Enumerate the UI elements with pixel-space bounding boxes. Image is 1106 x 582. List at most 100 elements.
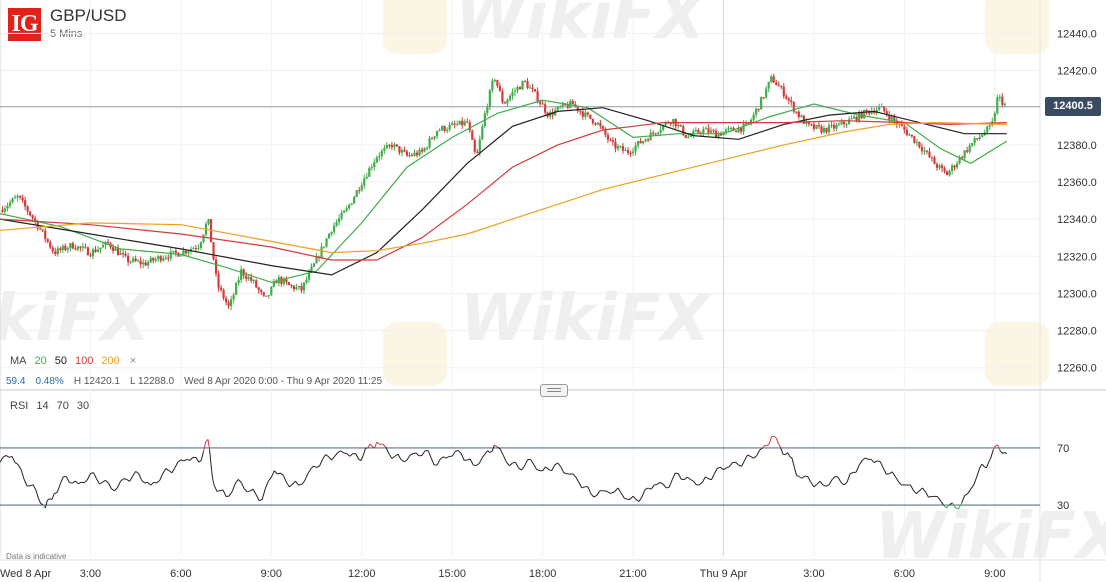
rsi-line-segment <box>494 444 498 448</box>
candle-body <box>292 285 296 290</box>
ma-50-label[interactable]: 50 <box>54 355 67 367</box>
candle-body <box>119 253 122 256</box>
rsi-line-segment <box>759 447 763 451</box>
candle-body <box>486 107 489 114</box>
rsi-line-segment <box>563 472 567 475</box>
candle-body <box>147 262 150 266</box>
candle-body <box>224 298 228 303</box>
close-icon[interactable]: × <box>129 355 137 367</box>
candle-body <box>245 275 248 279</box>
rsi-line-segment <box>298 484 302 486</box>
rsi-line-segment <box>992 445 996 450</box>
x-tick-label: 21:00 <box>619 568 647 580</box>
rsi-line-segment <box>717 466 721 469</box>
candle-body <box>893 116 896 121</box>
x-tick-label: 9:00 <box>984 568 1005 580</box>
rsi-line-segment <box>430 457 435 466</box>
candle-body <box>604 128 607 135</box>
rsi-line-segment <box>590 493 595 498</box>
rsi-line-segment <box>249 488 254 492</box>
ma-200-label[interactable]: 200 <box>101 355 120 367</box>
rsi-line-segment <box>445 456 450 459</box>
candle-body <box>694 129 697 132</box>
rsi-line-segment <box>168 470 173 474</box>
candle-body <box>709 130 713 133</box>
candle-body <box>596 122 599 125</box>
rsi-line-segment <box>518 467 522 471</box>
rsi-legend-label[interactable]: RSI <box>10 400 29 412</box>
candle-body <box>49 241 52 248</box>
rsi-line-segment <box>807 476 812 483</box>
rsi-line-segment <box>397 453 402 460</box>
candle-body <box>184 250 187 254</box>
rsi-line-segment <box>530 459 534 465</box>
candle-body <box>606 134 610 140</box>
candle-body <box>780 86 783 88</box>
rsi-line-segment <box>647 487 652 490</box>
candle-body <box>393 144 396 148</box>
rsi-line-segment <box>798 476 803 479</box>
candle-body <box>315 256 318 264</box>
rsi-line-segment <box>189 457 194 461</box>
rsi-line-segment <box>671 472 676 480</box>
candle-body <box>260 290 263 293</box>
rsi-line-segment <box>837 476 842 483</box>
rsi-line-segment <box>870 459 875 464</box>
candle-body <box>847 119 851 125</box>
rsi-line-segment <box>889 471 893 475</box>
rsi-line-segment <box>512 461 516 464</box>
candle-body <box>463 121 466 126</box>
rsi-line-segment <box>243 488 248 493</box>
candle-body <box>425 147 429 149</box>
rsi-line-segment <box>699 481 703 486</box>
candle-body <box>963 150 966 159</box>
rsi-line-segment <box>252 488 257 496</box>
rsi-line-segment <box>141 479 146 484</box>
rsi-line-segment <box>277 472 281 475</box>
candle-body <box>403 149 406 152</box>
rsi-line-segment <box>766 442 770 447</box>
candle-body <box>94 249 97 252</box>
candle-body <box>101 245 105 248</box>
candle-body <box>948 170 951 176</box>
candle-body <box>498 85 502 92</box>
candle-body <box>672 118 675 124</box>
session-high: H 12420.1 <box>73 376 120 387</box>
rsi-line-segment <box>162 468 167 474</box>
candle-body <box>31 215 34 219</box>
candle-body <box>850 118 853 120</box>
y-tick-label: 12260.0 <box>1057 363 1097 375</box>
candle-body <box>451 123 454 126</box>
candle-body <box>775 82 778 86</box>
candle-body <box>770 76 773 82</box>
rsi-line-segment <box>457 449 462 454</box>
rsi-line-segment <box>846 473 851 483</box>
candle-body <box>744 123 748 125</box>
candle-body <box>262 292 265 296</box>
chart-interval[interactable]: 5 Mins <box>50 28 83 40</box>
rsi-line-segment <box>415 452 420 457</box>
rsi-line-segment <box>713 467 718 474</box>
candle-body <box>619 146 622 148</box>
pane-resize-handle[interactable] <box>540 384 568 397</box>
candle-body <box>373 162 376 168</box>
instrument-symbol[interactable]: GBP/USD <box>50 6 127 25</box>
rsi-line-segment <box>825 484 830 487</box>
candle-body <box>614 141 617 149</box>
candle-body <box>418 149 421 156</box>
rsi-line-segment <box>692 480 697 486</box>
ma-100-label[interactable]: 100 <box>75 355 94 367</box>
rsi-line-segment <box>247 490 251 493</box>
candle-body <box>438 130 441 132</box>
session-low: L 12288.0 <box>129 376 175 387</box>
candle-body <box>89 255 92 257</box>
candle-body <box>634 145 637 152</box>
rsi-line-segment <box>376 441 381 445</box>
rsi-line-segment <box>578 481 583 489</box>
rsi-line-segment <box>369 443 373 447</box>
rsi-line-segment <box>644 487 649 490</box>
candle-body <box>930 157 934 159</box>
rsi-line-segment <box>385 446 390 454</box>
ma-20-label[interactable]: 20 <box>34 355 47 367</box>
